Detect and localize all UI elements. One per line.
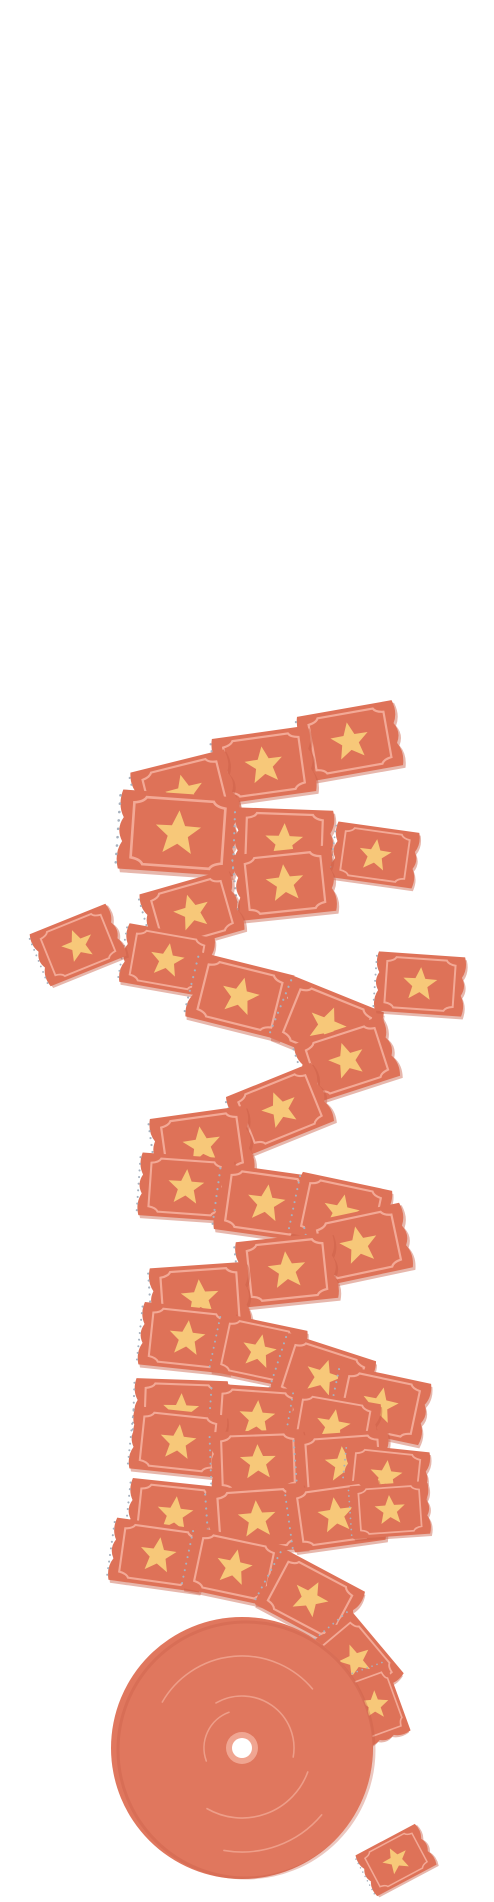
ticket bbox=[209, 725, 320, 808]
ticket bbox=[208, 1429, 308, 1498]
ticket bbox=[328, 821, 422, 892]
ticket bbox=[231, 845, 340, 924]
ticket bbox=[372, 951, 468, 1020]
ticket bbox=[126, 1406, 229, 1481]
roll-center-hole bbox=[232, 1738, 252, 1758]
ticket bbox=[114, 789, 242, 881]
ticket bbox=[183, 952, 296, 1044]
ticket bbox=[294, 700, 406, 785]
ticket bbox=[233, 1232, 342, 1311]
ticket bbox=[355, 1823, 439, 1898]
ticket bbox=[135, 1152, 237, 1225]
ticket-roll bbox=[111, 1617, 376, 1880]
ticket bbox=[180, 1526, 287, 1611]
ticket bbox=[347, 1480, 433, 1542]
ticket bbox=[292, 1016, 403, 1107]
ticket-strip bbox=[28, 700, 468, 1898]
ticket bbox=[28, 903, 129, 989]
